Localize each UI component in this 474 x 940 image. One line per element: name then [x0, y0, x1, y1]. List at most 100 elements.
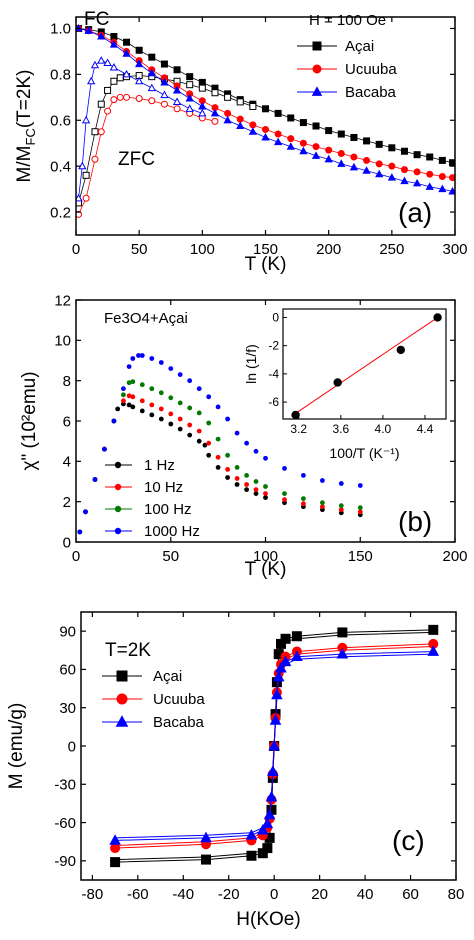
series-0-zfc-point	[82, 171, 90, 179]
series-2-zfc-point	[109, 62, 119, 71]
panel-c-panel-label: (c)	[392, 825, 425, 856]
series-2-point	[265, 790, 278, 802]
series-2-point	[244, 473, 250, 478]
series-0-fc-point	[375, 140, 383, 148]
series-0-zfc-point	[91, 128, 99, 136]
series-1-point	[149, 402, 155, 408]
series-0-point	[337, 627, 348, 638]
inset-fit-line	[291, 315, 440, 417]
panel-c-legend-marker	[116, 693, 128, 705]
series-1-zfc-point	[97, 128, 105, 136]
series-1-point	[244, 482, 250, 487]
series-2-point	[268, 739, 280, 751]
panel-c-legend-label: Ucuuba	[153, 691, 205, 708]
series-0-point	[110, 857, 121, 868]
series-0-point	[196, 438, 202, 444]
series-0-fc-point	[148, 53, 156, 61]
panel-a-y-tick-label: 0.8	[50, 67, 71, 84]
series-1-fc-point	[400, 166, 408, 174]
series-2-point	[272, 670, 285, 682]
series-0-point	[253, 491, 259, 496]
series-0-point	[115, 406, 121, 412]
inset-y-tick-label: -2	[268, 339, 279, 353]
panel-c-x-tick-label: 60	[402, 886, 419, 903]
series-3-point	[77, 529, 83, 535]
panel-a-y-tick-label: 0.2	[50, 204, 71, 221]
series-2-zfc-point	[87, 76, 96, 85]
series-0-fc-point	[350, 133, 358, 141]
panel-a-x-tick-label: 250	[379, 241, 404, 258]
panel-c-x-tick-label: 80	[448, 886, 465, 903]
series-0-fc-point	[287, 114, 295, 122]
panel-a-x-tick-label: 50	[131, 241, 148, 258]
series-3-point	[136, 353, 141, 358]
series-2-point	[336, 647, 349, 659]
panel-a-x-tick-label: 0	[72, 241, 80, 258]
series-0-point	[168, 421, 174, 427]
series-0-point	[244, 487, 250, 492]
series-2-point	[187, 405, 193, 411]
panel-a-y-tick-label: 1.0	[50, 21, 71, 38]
panel-a-x-tick-label: 150	[253, 241, 278, 258]
series-1-zfc-point	[160, 100, 168, 108]
panel-a-x-axis-label: T (K)	[245, 254, 287, 275]
series-2-point	[121, 392, 126, 398]
series-2-zfc-point	[135, 76, 144, 85]
series-2-fc-point	[172, 85, 182, 94]
series-0-fc-line	[78, 28, 453, 164]
series-0-fc-point	[388, 144, 396, 152]
series-0-fc-point	[262, 105, 269, 113]
series-3-point	[83, 509, 88, 515]
panel-b-legend-label: 1 Hz	[144, 457, 175, 474]
inset-x-tick-label: 3.2	[290, 422, 307, 436]
panel-b-y-tick-label: 12	[54, 292, 71, 309]
panel-b-x-tick-label: 50	[162, 548, 179, 565]
panel-b-legend-marker	[114, 461, 122, 469]
panel-b-chart: 0 50 100 150 200 0 2 4 6 8 10 12 T (K) χ" (10²emu) Fe3…	[19, 292, 468, 580]
series-2-fc-point	[261, 132, 270, 141]
panel-c-y-tick-label: -30	[54, 777, 76, 794]
panel-c-temperature-annotation: T=2K	[105, 640, 151, 661]
series-1-point	[234, 476, 240, 481]
panel-b-legend-marker	[114, 505, 122, 513]
series-3-point	[234, 430, 240, 436]
series-0-fc-point	[400, 147, 408, 155]
series-2-fc-point	[198, 102, 207, 110]
series-2-fc-point	[185, 93, 194, 102]
series-1-point	[215, 454, 221, 460]
panel-b-legend-marker	[114, 527, 122, 535]
inset-x-tick-label: 4.0	[375, 422, 392, 436]
series-2-fc-point	[286, 142, 295, 150]
series-2-fc-point	[337, 159, 346, 167]
series-2-point	[177, 400, 183, 406]
inset-point	[396, 345, 405, 355]
series-3-point	[357, 483, 363, 488]
series-2-point	[320, 500, 325, 506]
series-3-point	[158, 360, 164, 365]
series-1-point	[110, 843, 121, 854]
series-2-fc-point	[425, 182, 434, 190]
inset-y-tick-label: 0	[272, 310, 279, 324]
series-1-point	[320, 504, 325, 510]
series-2-zfc-point	[103, 58, 112, 66]
panel-b-x-tick-label: 150	[348, 548, 373, 565]
series-0-point	[225, 475, 231, 480]
series-3-point	[320, 478, 325, 483]
panel-c-legend-marker	[116, 670, 128, 682]
series-2-zfc-point	[90, 60, 100, 69]
series-2-fc-point	[375, 169, 384, 178]
series-2-fc-point	[362, 166, 371, 174]
series-1-fc-point	[438, 172, 446, 180]
series-0-zfc-point	[249, 102, 257, 110]
series-3-point	[168, 366, 174, 371]
panel-a-y-tick-label: 0.4	[50, 158, 71, 175]
panel-a-y-axis-label-suffix: (T=2K)	[14, 70, 35, 129]
series-3-point	[111, 418, 117, 424]
series-0-fc-point	[363, 137, 371, 145]
series-3-point	[282, 466, 287, 471]
series-2-fc-point	[438, 184, 447, 193]
series-0-fc-point	[426, 153, 434, 161]
series-0-fc-point	[173, 66, 181, 74]
panel-c-y-tick-label: 0	[68, 738, 76, 755]
panel-b-y-tick-label: 10	[54, 333, 71, 350]
